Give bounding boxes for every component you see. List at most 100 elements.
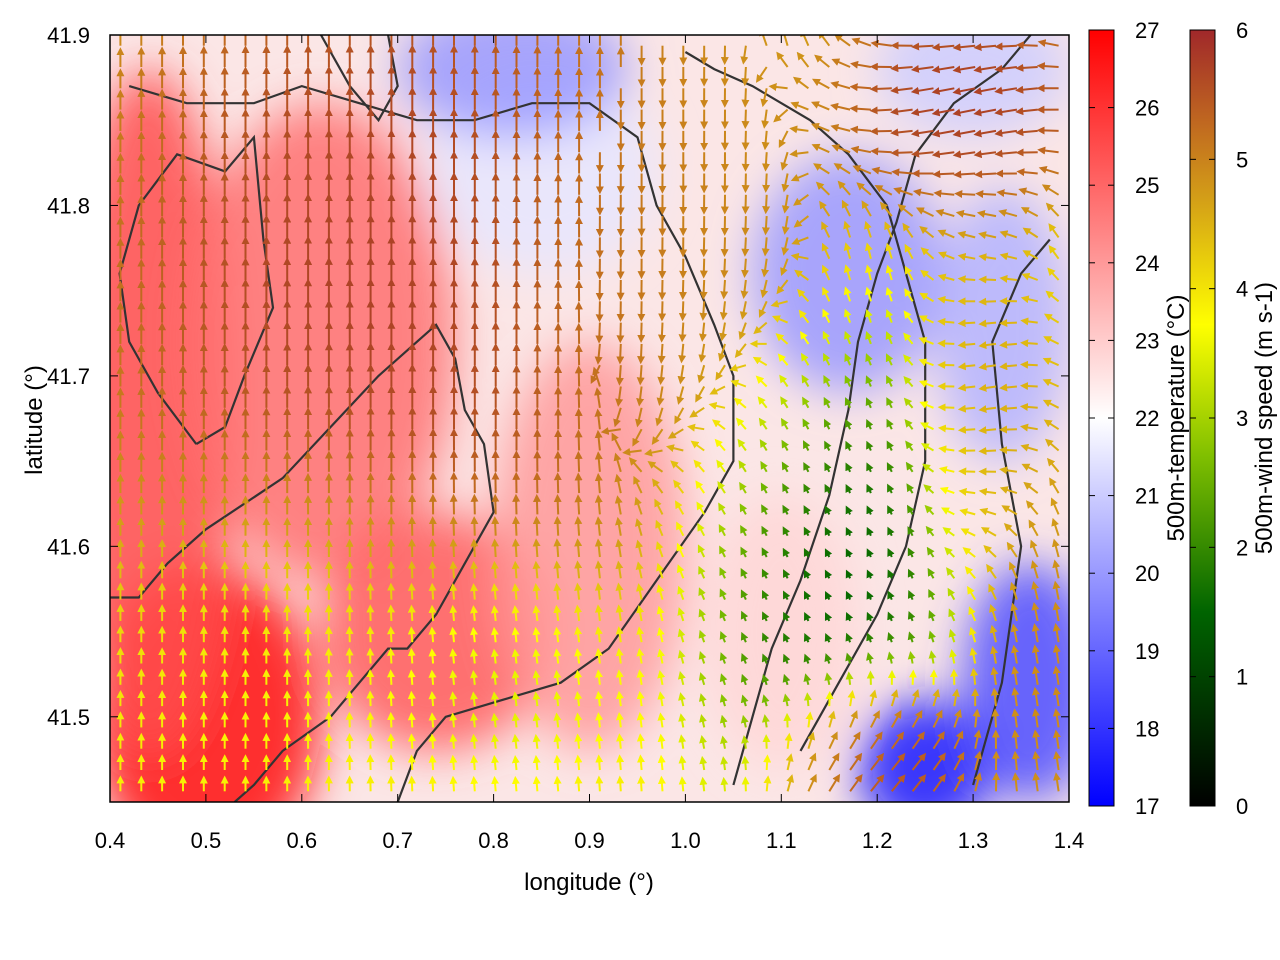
- wind-arrow: [925, 525, 935, 537]
- wind-arrow: [636, 733, 645, 749]
- wind-arrow: [615, 669, 624, 685]
- wind-arrow: [740, 279, 749, 299]
- wind-arrow: [718, 523, 727, 537]
- wind-arrow: [833, 163, 851, 175]
- wind-arrow: [761, 130, 770, 151]
- wind-arrow: [958, 467, 976, 476]
- temperature-region: [963, 563, 1069, 802]
- wind-arrow: [972, 708, 981, 728]
- wind-arrow: [574, 472, 583, 494]
- wind-arrow: [491, 493, 500, 515]
- wind-arrow: [595, 690, 604, 707]
- wind-arrow: [553, 472, 562, 494]
- wind-arrow: [1031, 580, 1039, 600]
- wind-arrow: [869, 84, 892, 93]
- wind-arrow: [955, 209, 976, 218]
- wind-arrow: [932, 731, 945, 750]
- wind-arrow: [823, 352, 831, 366]
- wind-arrow: [689, 406, 705, 418]
- wind-arrow: [952, 65, 976, 74]
- wind-arrow: [636, 604, 645, 622]
- wind-arrow: [1020, 295, 1038, 304]
- wind-arrow: [845, 590, 854, 601]
- wind-arrow: [594, 538, 603, 558]
- wind-arrow: [1006, 541, 1018, 558]
- wind-arrow: [428, 560, 437, 579]
- wind-arrow: [594, 343, 603, 365]
- wind-arrow: [980, 527, 997, 537]
- wind-arrow: [407, 626, 416, 643]
- wind-arrow: [720, 237, 729, 258]
- wind-arrow: [1042, 399, 1060, 409]
- x-tick-label: 0.4: [95, 828, 126, 853]
- wind-arrow: [387, 626, 396, 643]
- wind-arrow: [761, 714, 770, 728]
- wind-arrow: [824, 612, 833, 622]
- wind-arrow: [886, 397, 894, 409]
- wind-arrow: [678, 279, 687, 300]
- wind-arrow: [828, 731, 838, 750]
- wind-arrow: [871, 166, 893, 175]
- wind-arrow: [805, 711, 814, 728]
- wind-arrow: [903, 354, 914, 366]
- wind-arrow: [903, 375, 914, 388]
- wind-arrow: [794, 269, 809, 281]
- wind-arrow: [870, 774, 885, 792]
- wind-arrow: [715, 364, 726, 381]
- wind-arrow: [946, 567, 956, 579]
- wind-arrow: [811, 78, 830, 90]
- wind-arrow: [532, 691, 541, 707]
- wind-arrow: [782, 673, 791, 686]
- wind-arrow: [667, 428, 684, 439]
- wind-arrow: [781, 439, 789, 451]
- x-tick-label: 0.8: [478, 828, 509, 853]
- wind-arrow: [665, 444, 684, 453]
- wind-arrow: [553, 669, 562, 685]
- wind-arrow: [869, 689, 878, 707]
- wind-arrow: [821, 242, 831, 260]
- wind-arrow: [803, 653, 812, 664]
- wind-arrow: [490, 733, 499, 749]
- wind-arrow: [594, 472, 603, 494]
- wind-arrow: [532, 712, 541, 728]
- wind-arrow: [698, 608, 706, 622]
- wind-arrow: [387, 754, 396, 771]
- wind-arrow: [973, 108, 997, 117]
- wind-arrow: [611, 432, 622, 451]
- wind-arrow: [657, 712, 666, 728]
- wind-arrow: [843, 220, 852, 238]
- wind-arrow: [676, 542, 685, 558]
- wind-arrow: [849, 83, 871, 92]
- wind-arrow: [990, 666, 999, 685]
- wind-arrow: [674, 500, 685, 515]
- wind-arrow: [656, 605, 665, 622]
- wind-arrow: [595, 669, 603, 685]
- wind-arrow: [738, 460, 747, 473]
- wind-arrow: [532, 648, 541, 664]
- wind-arrow: [931, 43, 955, 52]
- wind-arrow: [1051, 517, 1060, 537]
- wind-arrow: [1016, 168, 1038, 177]
- wind-arrow: [779, 374, 789, 388]
- wind-arrow: [864, 242, 873, 259]
- wind-arrow: [940, 507, 955, 516]
- wind-arrow: [387, 733, 396, 749]
- wind-arrow: [803, 692, 812, 707]
- wind-arrow: [870, 39, 892, 48]
- wind-arrow: [928, 650, 937, 664]
- wind-arrow: [910, 86, 934, 95]
- wind-arrow: [762, 194, 771, 215]
- wind-arrow: [1052, 601, 1061, 622]
- wind-arrow: [911, 689, 920, 707]
- x-tick-label: 1.1: [766, 828, 797, 853]
- wind-arrow: [470, 605, 479, 621]
- wind-arrow: [978, 362, 997, 371]
- plot-area: [109, 34, 1070, 803]
- wind-arrow: [793, 193, 809, 206]
- wind-arrow: [574, 538, 583, 558]
- wind-arrow: [366, 626, 375, 643]
- wind-arrow: [999, 274, 1018, 283]
- colorbar-tick-label: 3: [1236, 406, 1248, 431]
- wind-arrow: [920, 443, 935, 452]
